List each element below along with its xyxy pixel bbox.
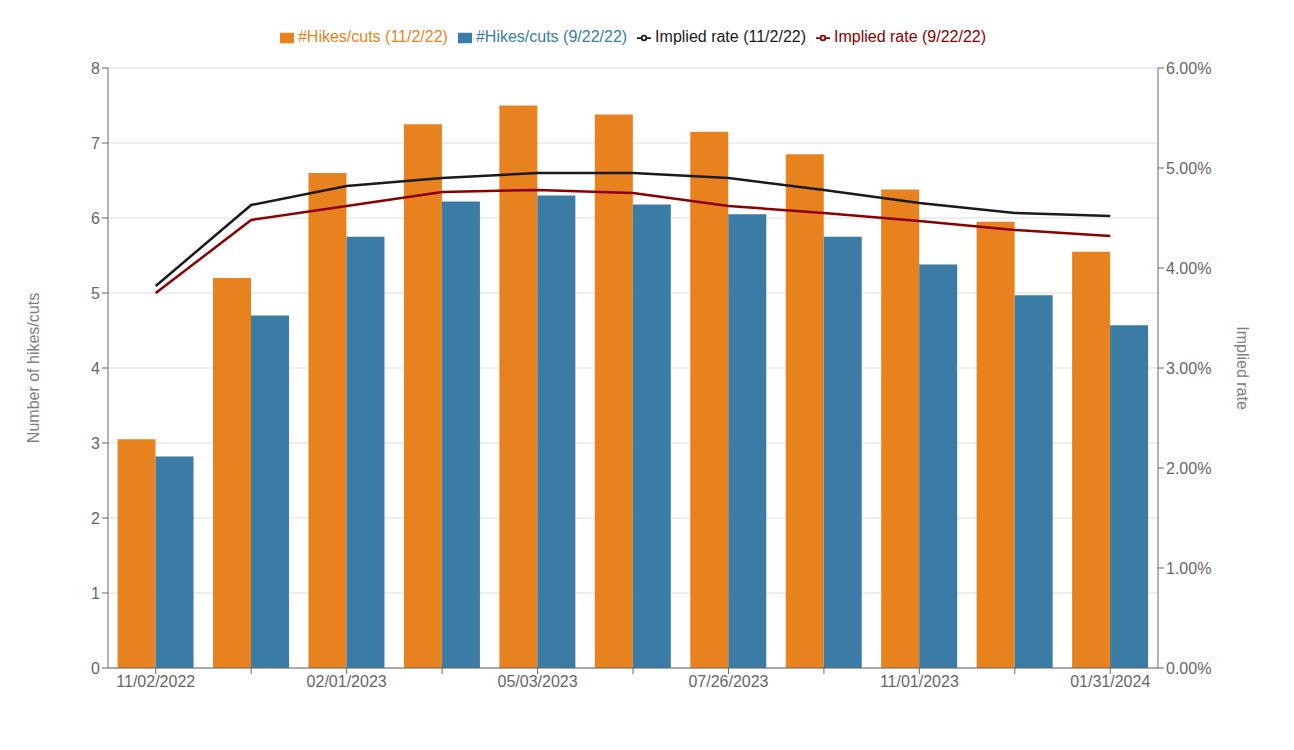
svg-text:Number of hikes/cuts: Number of hikes/cuts bbox=[25, 293, 42, 443]
svg-text:4.00%: 4.00% bbox=[1166, 260, 1211, 277]
svg-text:0.00%: 0.00% bbox=[1166, 660, 1211, 677]
svg-text:11/01/2023: 11/01/2023 bbox=[880, 673, 959, 690]
html-text:#Hikes/cuts (9/22/22): #Hikes/cuts (9/22/22) bbox=[475, 28, 628, 45]
svg-text:2.00%: 2.00% bbox=[1166, 460, 1211, 477]
svg-text:05/03/2023: 05/03/2023 bbox=[498, 673, 578, 690]
svg-text:4: 4 bbox=[91, 360, 100, 377]
svg-text:6.00%: 6.00% bbox=[1166, 60, 1211, 77]
svg-text:3.00%: 3.00% bbox=[1166, 360, 1211, 377]
svg-text:5: 5 bbox=[91, 285, 100, 302]
svg-text:11/02/2022: 11/02/2022 bbox=[116, 673, 195, 690]
svg-text:07/26/2023: 07/26/2023 bbox=[688, 673, 768, 690]
svg-text:5.00%: 5.00% bbox=[1166, 160, 1211, 177]
svg-text:2: 2 bbox=[91, 510, 100, 527]
svg-text:3: 3 bbox=[91, 435, 100, 452]
svg-text:01/31/2024: 01/31/2024 bbox=[1070, 673, 1150, 690]
html-text:#Hikes/cuts (11/2/22): #Hikes/cuts (11/2/22) bbox=[297, 28, 448, 45]
svg-text:6: 6 bbox=[91, 210, 100, 227]
svg-text:0: 0 bbox=[91, 660, 100, 677]
svg-text:02/01/2023: 02/01/2023 bbox=[307, 673, 387, 690]
svg-text:1: 1 bbox=[91, 585, 100, 602]
html-text:Implied rate (9/22/22): Implied rate (9/22/22) bbox=[834, 28, 987, 45]
svg-text:1.00%: 1.00% bbox=[1166, 560, 1211, 577]
svg-text:7: 7 bbox=[91, 135, 100, 152]
svg-text:Implied rate: Implied rate bbox=[1234, 326, 1251, 410]
svg-text:8: 8 bbox=[91, 60, 100, 77]
html-text:Implied rate (11/2/22): Implied rate (11/2/22) bbox=[655, 28, 806, 45]
